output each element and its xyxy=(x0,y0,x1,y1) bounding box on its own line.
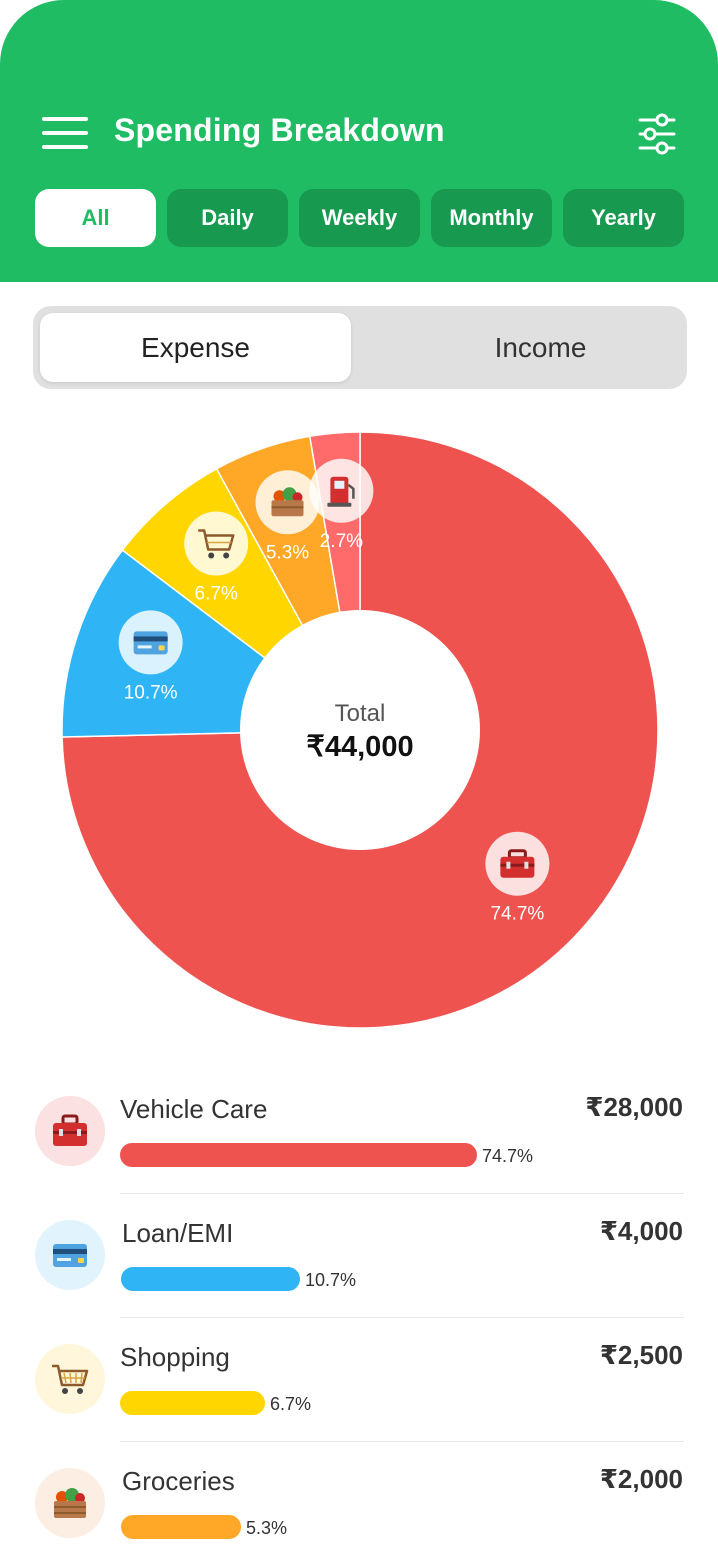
category-percent: 5.3% xyxy=(246,1518,288,1538)
tab-all[interactable]: All xyxy=(35,189,156,247)
income-toggle-button[interactable]: Income xyxy=(494,331,587,363)
list-item-loan-emi[interactable]: Loan/EMI ₹4,000 10.7% xyxy=(0,1184,718,1318)
expense-income-toggle: Expense Income xyxy=(33,306,687,389)
category-name: Vehicle Care xyxy=(120,1094,268,1124)
category-name: Loan/EMI xyxy=(122,1218,234,1248)
app-header: Spending Breakdown All Daily Weekly Mont… xyxy=(0,0,718,282)
tab-weekly[interactable]: Weekly xyxy=(299,189,420,247)
category-name: Groceries xyxy=(122,1466,235,1496)
category-name: Shopping xyxy=(120,1342,230,1372)
shopping-cart-icon xyxy=(198,529,235,559)
donut-hole xyxy=(240,610,480,850)
divider xyxy=(120,1317,684,1318)
spending-donut-chart: 74.7% 10.7% 6.7% 5.3% 2.7% Total ₹44,000 xyxy=(0,400,718,1060)
category-progress-bar xyxy=(121,1515,241,1539)
list-item-vehicle-care[interactable]: Vehicle Care ₹28,000 74.7% xyxy=(0,1060,718,1194)
category-percent: 74.7% xyxy=(482,1146,534,1166)
chart-center-label: Total xyxy=(335,700,386,727)
credit-card-icon xyxy=(35,1220,105,1290)
category-progress-bar xyxy=(120,1143,477,1167)
slice-percent-label: 2.7% xyxy=(320,531,363,552)
category-percent: 10.7% xyxy=(305,1270,357,1290)
category-amount: ₹2,000 xyxy=(599,1464,683,1494)
slice-percent-label: 74.7% xyxy=(490,904,544,925)
vegetable-crate-icon xyxy=(271,487,304,517)
donut-chart-svg: 74.7% 10.7% 6.7% 5.3% 2.7% Total ₹44,000 xyxy=(61,431,659,1029)
list-item-groceries[interactable]: Groceries ₹2,000 5.3% xyxy=(0,1432,718,1556)
slice-percent-label: 5.3% xyxy=(266,542,309,563)
category-amount: ₹28,000 xyxy=(585,1092,683,1122)
slice-percent-label: 10.7% xyxy=(124,682,178,703)
category-percent: 6.7% xyxy=(270,1394,312,1414)
hamburger-menu-icon[interactable] xyxy=(42,117,88,151)
sliders-filter-icon[interactable] xyxy=(634,112,680,156)
divider xyxy=(120,1193,684,1194)
category-amount: ₹2,500 xyxy=(599,1340,683,1370)
category-progress-bar xyxy=(120,1391,265,1415)
tab-yearly[interactable]: Yearly xyxy=(563,189,684,247)
category-progress-bar xyxy=(121,1267,300,1291)
toolbox-icon xyxy=(35,1096,105,1166)
list-item-shopping[interactable]: Shopping ₹2,500 6.7% xyxy=(0,1308,718,1442)
slice-icon-badge xyxy=(184,511,249,576)
category-amount: ₹4,000 xyxy=(599,1216,683,1246)
divider xyxy=(120,1441,684,1442)
toolbox-icon xyxy=(500,849,535,878)
vegetable-crate-icon xyxy=(35,1468,105,1538)
expense-toggle-button[interactable]: Expense xyxy=(40,313,351,382)
fuel-pump-icon xyxy=(327,476,355,507)
credit-card-icon xyxy=(133,631,168,655)
tab-monthly[interactable]: Monthly xyxy=(431,189,552,247)
slice-percent-label: 6.7% xyxy=(195,584,238,605)
period-tabs: All Daily Weekly Monthly Yearly xyxy=(35,189,685,247)
shopping-cart-icon xyxy=(35,1344,105,1414)
chart-total-value: ₹44,000 xyxy=(306,731,413,763)
page-title: Spending Breakdown xyxy=(114,112,445,148)
tab-daily[interactable]: Daily xyxy=(167,189,288,247)
